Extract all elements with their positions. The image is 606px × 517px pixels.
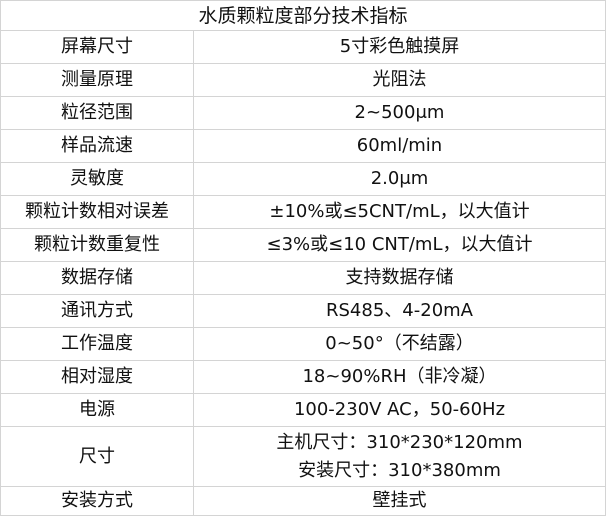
spec-value-line: 60ml/min [356,135,443,156]
spec-label: 电源 [0,393,194,427]
table-row: 颗粒计数重复性 ≤3%或≤10 CNT/mL，以大值计 [0,228,606,262]
spec-value: 18~90%RH（非冷凝） [193,360,606,394]
spec-label: 灵敏度 [0,162,194,196]
spec-value-line: 18~90%RH（非冷凝） [302,366,497,387]
spec-label: 通讯方式 [0,294,194,328]
spec-value-line: 2.0μm [370,168,429,189]
spec-value-line: 安装尺寸：310*380mm [298,459,501,481]
table-title-row: 水质颗粒度部分技术指标 [0,0,606,31]
table-row: 屏幕尺寸 5寸彩色触摸屏 [0,30,606,64]
table-row: 测量原理 光阻法 [0,63,606,97]
table-row: 相对湿度 18~90%RH（非冷凝） [0,360,606,394]
spec-value-line: 支持数据存储 [345,267,454,288]
spec-value: 主机尺寸：310*230*120mm 安装尺寸：310*380mm [193,426,606,487]
table-row: 通讯方式 RS485、4-20mA [0,294,606,328]
spec-value-line: 2~500μm [354,102,445,123]
spec-value-line: 5寸彩色触摸屏 [339,36,460,57]
spec-value: 2.0μm [193,162,606,196]
table-row: 灵敏度 2.0μm [0,162,606,196]
spec-label: 样品流速 [0,129,194,163]
table-row: 颗粒计数相对误差 ±10%或≤5CNT/mL，以大值计 [0,195,606,229]
spec-value: RS485、4-20mA [193,294,606,328]
spec-label: 相对湿度 [0,360,194,394]
spec-value-line: 主机尺寸：310*230*120mm [276,431,523,453]
table-title: 水质颗粒度部分技术指标 [0,0,606,31]
spec-value-line: 壁挂式 [372,490,427,511]
spec-value: 60ml/min [193,129,606,163]
table-row: 安装方式 壁挂式 [0,486,606,516]
spec-label: 颗粒计数相对误差 [0,195,194,229]
spec-value: 支持数据存储 [193,261,606,295]
spec-value: 2~500μm [193,96,606,130]
spec-label: 安装方式 [0,486,194,516]
spec-label: 数据存储 [0,261,194,295]
spec-value: 100-230V AC，50-60Hz [193,393,606,427]
spec-value: 0~50°（不结露） [193,327,606,361]
table-row: 尺寸 主机尺寸：310*230*120mm 安装尺寸：310*380mm [0,426,606,487]
table-row: 电源 100-230V AC，50-60Hz [0,393,606,427]
spec-value-line: 光阻法 [372,69,427,90]
spec-value-line: ±10%或≤5CNT/mL，以大值计 [269,201,530,222]
spec-label: 工作温度 [0,327,194,361]
spec-value-line: 0~50°（不结露） [325,333,474,354]
spec-label: 测量原理 [0,63,194,97]
spec-label: 颗粒计数重复性 [0,228,194,262]
spec-value: ≤3%或≤10 CNT/mL，以大值计 [193,228,606,262]
spec-label: 尺寸 [0,426,194,487]
spec-value: 光阻法 [193,63,606,97]
spec-value-line: ≤3%或≤10 CNT/mL，以大值计 [266,234,533,255]
spec-value: 5寸彩色触摸屏 [193,30,606,64]
table-row: 粒径范围 2~500μm [0,96,606,130]
spec-value-line: 100-230V AC，50-60Hz [293,399,506,420]
spec-label: 屏幕尺寸 [0,30,194,64]
spec-value: ±10%或≤5CNT/mL，以大值计 [193,195,606,229]
spec-label: 粒径范围 [0,96,194,130]
table-row: 样品流速 60ml/min [0,129,606,163]
spec-value-line: RS485、4-20mA [326,300,473,321]
spec-value: 壁挂式 [193,486,606,516]
table-row: 工作温度 0~50°（不结露） [0,327,606,361]
table-row: 数据存储 支持数据存储 [0,261,606,295]
